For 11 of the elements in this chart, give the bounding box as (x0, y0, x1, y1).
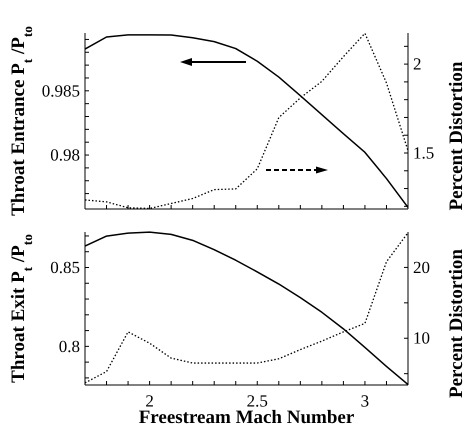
y-tick-label: 0.85 (50, 258, 80, 277)
y-tick-label: 0.98 (50, 145, 80, 164)
y2-tick-label: 20 (413, 258, 430, 277)
y2-axis-title: Percent Distortion (446, 61, 467, 210)
y-tick-label: 0.985 (42, 81, 80, 100)
y-tick-label: 0.8 (58, 336, 80, 356)
x-tick-label: 3 (360, 392, 370, 411)
y2-tick-label: 10 (413, 328, 430, 348)
y2-axis-title: Percent Distortion (446, 248, 467, 398)
y2-tick-label: 1.5 (413, 143, 434, 162)
y2-tick-label: 2 (413, 54, 422, 74)
